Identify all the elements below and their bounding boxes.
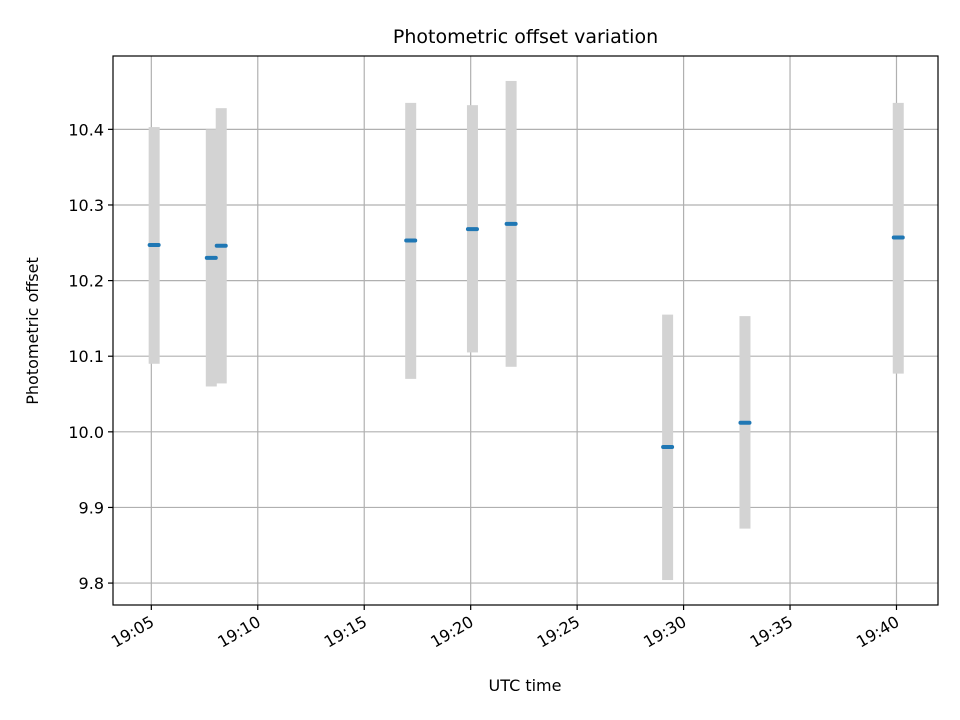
chart-title: Photometric offset variation (393, 26, 658, 48)
y-tick-label: 10.0 (68, 423, 104, 442)
y-tick-label: 10.3 (68, 196, 104, 215)
plot-frame (112, 55, 939, 606)
y-tick-label: 9.9 (79, 498, 104, 517)
y-axis-title: Photometric offset (23, 257, 42, 405)
y-tick-label: 9.8 (79, 574, 104, 593)
y-tick-label: 10.4 (68, 120, 104, 139)
data-points (147, 221, 905, 449)
x-axis-title: UTC time (489, 676, 562, 695)
y-tick-label: 10.1 (68, 347, 104, 366)
y-tick-label: 10.2 (68, 272, 104, 291)
grid (113, 56, 938, 605)
